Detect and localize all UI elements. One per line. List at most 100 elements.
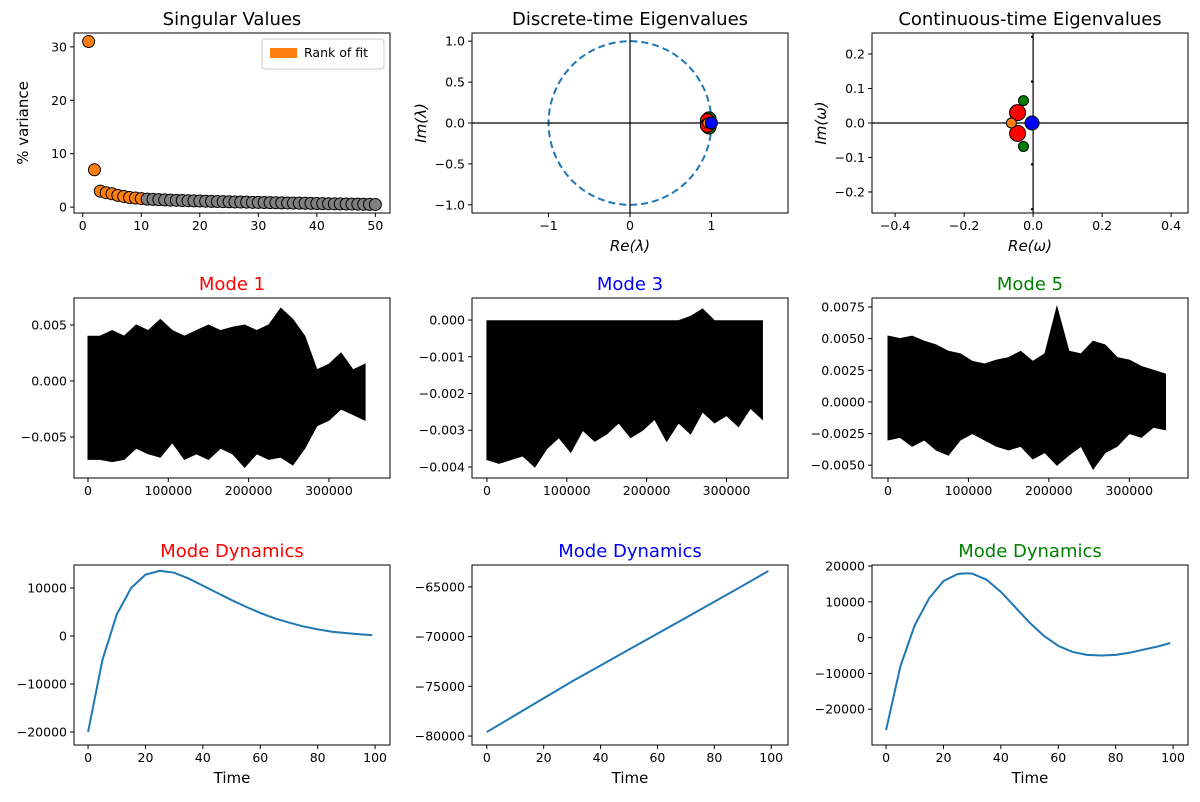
y-tick-label: −10000 [17,677,67,692]
y-tick-label: −0.005 [21,430,67,445]
point [1024,115,1040,131]
x-tick-label: 200000 [225,483,273,498]
x-tick-label: 0 [79,218,87,233]
plot-area [486,308,763,468]
axes-frame [871,32,1189,214]
point [82,35,96,49]
x-tick-label: 40 [993,750,1009,765]
x-tick-label: 200000 [623,483,671,498]
chart-title: Mode Dynamics [958,541,1102,562]
plot-area [472,33,788,213]
y-tick-label: 0.000 [31,373,67,388]
y-tick-label: 0.005 [31,317,67,332]
panel: −1 0 1 −1.0 −0.5 0.0 0.5 1.0 Discrete-time Eigen… [412,9,789,255]
x-tick-label: 60 [1050,750,1066,765]
chart-title: Discrete-time Eigenvalues [512,9,748,30]
x-axis-label: Re(ω) [1008,237,1052,255]
point [1030,163,1034,166]
x-tick-label: 20 [192,218,208,233]
y-tick-label: −0.003 [419,423,465,438]
plot-area [87,307,366,468]
y-tick-label: 0 [59,200,67,215]
y-axis-label: % variance [14,81,32,165]
line [87,569,373,733]
x-tick-label: 80 [706,750,722,765]
x-tick-label: 20 [936,750,952,765]
point [87,163,101,177]
chart-title: Mode Dynamics [160,541,304,562]
x-tick-label: 0.4 [1161,218,1181,233]
y-tick-label: 0 [59,629,67,644]
x-tick-label: 0 [84,750,92,765]
x-tick-label: 100 [1161,750,1185,765]
y-tick-label: 0.5 [445,75,465,90]
chart-title: Continuous-time Eigenvalues [898,9,1161,30]
x-tick-label: 0 [84,483,92,498]
x-tick-label: 60 [649,750,665,765]
x-axis-label: Time [611,769,649,787]
axes-frame [73,32,391,214]
plot-area [82,35,382,211]
y-tick-label: 10 [51,146,67,161]
y-tick-label: −0.0025 [811,426,865,441]
x-tick-label: 10 [133,218,149,233]
y-tick-label: −20000 [815,702,865,717]
x-tick-label: 80 [310,750,326,765]
y-tick-label: −0.2 [835,184,865,199]
x-tick-label: 300000 [305,483,353,498]
x-tick-label: 200000 [1025,483,1073,498]
y-tick-label: −0.1 [835,150,865,165]
plot-area [872,33,1188,213]
x-tick-label: 20 [138,750,154,765]
x-tick-label: 300000 [1105,483,1153,498]
axes-frame [73,564,391,746]
x-tick-label: 50 [367,218,383,233]
x-tick-label: −0.2 [949,218,979,233]
chart-title: Mode 5 [997,274,1063,295]
legend-label: Rank of fit [304,45,368,60]
y-axis-label: Im(λ) [412,103,430,143]
y-axis-label: Im(ω) [812,101,830,144]
x-tick-label: 100 [759,750,783,765]
chart-title: Singular Values [163,9,302,30]
y-tick-label: 0 [857,630,865,645]
panel: 0 10 20 30 40 50 0 10 20 30 Singular Values % varia… [14,9,391,233]
x-tick-label: 100000 [945,483,993,498]
y-tick-label: −65000 [415,579,465,594]
x-tick-label: 100000 [543,483,591,498]
axes-frame [471,32,789,214]
y-tick-label: −1.0 [435,197,465,212]
y-tick-label: 0.0025 [821,363,865,378]
x-tick-label: 80 [1108,750,1124,765]
signal-band [87,307,366,468]
point [1030,35,1034,38]
x-tick-label: 1 [707,218,715,233]
y-tick-label: 10000 [825,594,865,609]
plot-area [486,570,769,733]
y-tick-label: 20 [51,93,67,108]
x-tick-label: 0 [882,750,890,765]
y-tick-label: 0.0000 [821,394,865,409]
point [368,197,382,211]
y-tick-label: 0.0 [845,116,865,131]
y-tick-label: −0.002 [419,386,465,401]
axes-frame [73,297,391,479]
y-tick-label: 0.1 [845,81,865,96]
chart-title: Mode 3 [597,274,663,295]
y-tick-label: −10000 [815,666,865,681]
y-tick-label: 0.0 [445,116,465,131]
panel: 0 100000 200000 300000 −0.004 −0.003 −0.002 −0.… [419,274,789,498]
y-tick-label: −75000 [415,679,465,694]
x-tick-label: 300000 [703,483,751,498]
x-tick-label: 30 [250,218,266,233]
axes-frame [471,297,789,479]
y-tick-label: −80000 [415,729,465,744]
y-tick-label: 30 [51,39,67,54]
plot-area [887,305,1166,470]
x-axis-label: Time [213,769,251,787]
line [885,572,1171,731]
y-tick-label: −0.0050 [811,458,865,473]
panel: 0 100000 200000 300000 −0.005 0.000 0.005 Mode … [21,274,391,498]
legend-box [261,38,385,70]
